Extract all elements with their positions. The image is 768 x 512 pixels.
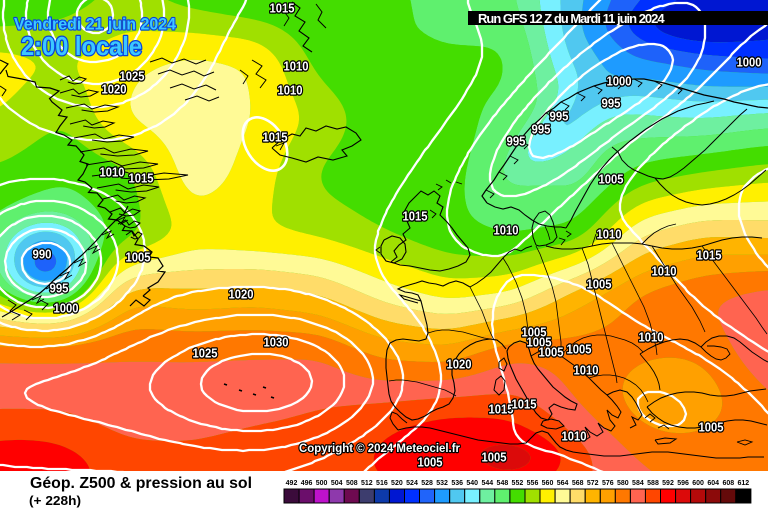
svg-text:Copyright © 2024 Meteociel.fr: Copyright © 2024 Meteociel.fr [299,441,460,455]
svg-text:556: 556 [527,480,539,487]
svg-text:1015: 1015 [512,398,537,412]
svg-text:1010: 1010 [100,166,125,180]
svg-text:600: 600 [692,480,704,487]
svg-text:548: 548 [497,480,509,487]
svg-text:Vendredi 21 juin 2024: Vendredi 21 juin 2024 [14,15,177,34]
svg-text:1015: 1015 [489,403,514,417]
svg-text:1020: 1020 [447,358,472,372]
svg-text:576: 576 [602,480,614,487]
svg-text:1005: 1005 [418,456,443,470]
svg-text:1005: 1005 [699,421,724,435]
svg-text:540: 540 [466,480,478,487]
svg-text:995: 995 [550,110,569,124]
svg-text:1015: 1015 [270,2,295,16]
svg-text:1020: 1020 [102,83,127,97]
svg-text:588: 588 [647,480,659,487]
svg-text:1005: 1005 [567,343,592,357]
svg-text:516: 516 [376,480,388,487]
svg-text:995: 995 [50,282,69,296]
svg-text:592: 592 [662,480,674,487]
svg-text:1010: 1010 [652,265,677,279]
svg-text:568: 568 [572,480,584,487]
svg-text:1015: 1015 [129,172,154,186]
svg-text:1010: 1010 [278,84,303,98]
svg-text:528: 528 [421,480,433,487]
svg-text:612: 612 [737,480,749,487]
svg-text:Géop. Z500 & pression au sol: Géop. Z500 & pression au sol [30,475,252,492]
svg-text:1030: 1030 [264,336,289,350]
svg-text:1015: 1015 [263,131,288,145]
svg-text:1010: 1010 [639,331,664,345]
svg-text:1025: 1025 [193,347,218,361]
svg-text:1010: 1010 [284,60,309,74]
svg-text:544: 544 [481,480,493,487]
svg-text:1005: 1005 [527,336,552,350]
svg-text:1000: 1000 [54,302,79,316]
svg-text:580: 580 [617,480,629,487]
svg-text:564: 564 [557,480,569,487]
svg-text:1025: 1025 [120,70,145,84]
svg-text:1015: 1015 [697,249,722,263]
svg-text:995: 995 [532,123,551,137]
svg-text:536: 536 [451,480,463,487]
svg-text:584: 584 [632,480,644,487]
svg-text:1020: 1020 [229,288,254,302]
svg-text:1005: 1005 [587,278,612,292]
svg-text:1010: 1010 [494,224,519,238]
svg-text:995: 995 [507,135,526,149]
svg-text:500: 500 [316,480,328,487]
svg-text:1005: 1005 [539,346,564,360]
svg-text:1005: 1005 [126,251,151,265]
svg-text:1010: 1010 [574,364,599,378]
svg-text:552: 552 [512,480,524,487]
svg-text:604: 604 [707,480,719,487]
svg-text:990: 990 [33,248,52,262]
svg-text:1005: 1005 [482,451,507,465]
svg-text:520: 520 [391,480,403,487]
svg-text:504: 504 [331,480,343,487]
svg-text:532: 532 [436,480,448,487]
svg-text:1010: 1010 [562,430,587,444]
svg-text:1005: 1005 [522,326,547,340]
svg-text:496: 496 [301,480,313,487]
svg-text:508: 508 [346,480,358,487]
svg-text:596: 596 [677,480,689,487]
svg-text:572: 572 [587,480,599,487]
svg-text:524: 524 [406,480,418,487]
svg-text:995: 995 [602,97,621,111]
svg-text:560: 560 [542,480,554,487]
svg-text:1010: 1010 [597,228,622,242]
svg-text:1005: 1005 [599,173,624,187]
svg-text:(+ 228h): (+ 228h) [29,493,81,508]
svg-text:492: 492 [286,480,298,487]
svg-text:1015: 1015 [403,210,428,224]
svg-text:2:00 locale: 2:00 locale [21,31,142,61]
svg-text:Run GFS 12 Z du Mardi 11 juin: Run GFS 12 Z du Mardi 11 juin 2024 [478,11,665,26]
svg-text:608: 608 [722,480,734,487]
svg-text:1000: 1000 [737,56,762,70]
svg-text:1000: 1000 [607,75,632,89]
svg-text:512: 512 [361,480,373,487]
